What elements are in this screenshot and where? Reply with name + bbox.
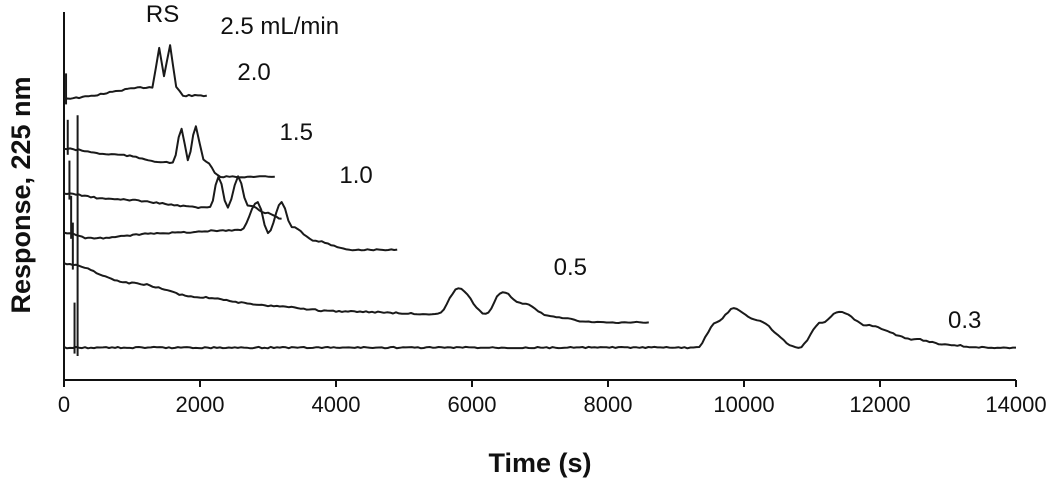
- annotation-label: RS: [146, 1, 179, 28]
- x-tick-label: 12000: [849, 392, 910, 417]
- trace-2-0: [63, 125, 275, 179]
- annotation-label: 1.0: [339, 162, 372, 189]
- annotation-label: 0.5: [554, 254, 587, 281]
- x-ticks: 0 2000 4000 6000 8000 10000 12000 14000: [58, 380, 1047, 417]
- trace-1-0: [63, 201, 398, 252]
- axes: [63, 12, 1016, 381]
- trace-0-3: [63, 307, 1016, 350]
- annotation-label: 0.3: [948, 307, 981, 334]
- x-axis-title: Time (s): [488, 448, 591, 478]
- traces: [63, 44, 1016, 356]
- trace-1-5: [63, 175, 282, 220]
- x-tick-label: 0: [58, 392, 70, 417]
- x-tick-label: 2000: [176, 392, 225, 417]
- trace-2-5: [63, 44, 207, 100]
- annotation-label: 2.5 mL/min: [220, 13, 339, 40]
- trace-0-5: [63, 262, 649, 324]
- annotations: RS 2.5 mL/min 2.0 1.5 1.0 0.5 0.3: [146, 1, 981, 334]
- x-tick-label: 6000: [448, 392, 497, 417]
- x-tick-label: 10000: [713, 392, 774, 417]
- y-axis-title: Response, 225 nm: [6, 76, 36, 313]
- x-tick-label: 14000: [985, 392, 1046, 417]
- x-tick-label: 4000: [312, 392, 361, 417]
- x-tick-label: 8000: [584, 392, 633, 417]
- annotation-label: 2.0: [237, 59, 270, 86]
- annotation-label: 1.5: [280, 119, 313, 146]
